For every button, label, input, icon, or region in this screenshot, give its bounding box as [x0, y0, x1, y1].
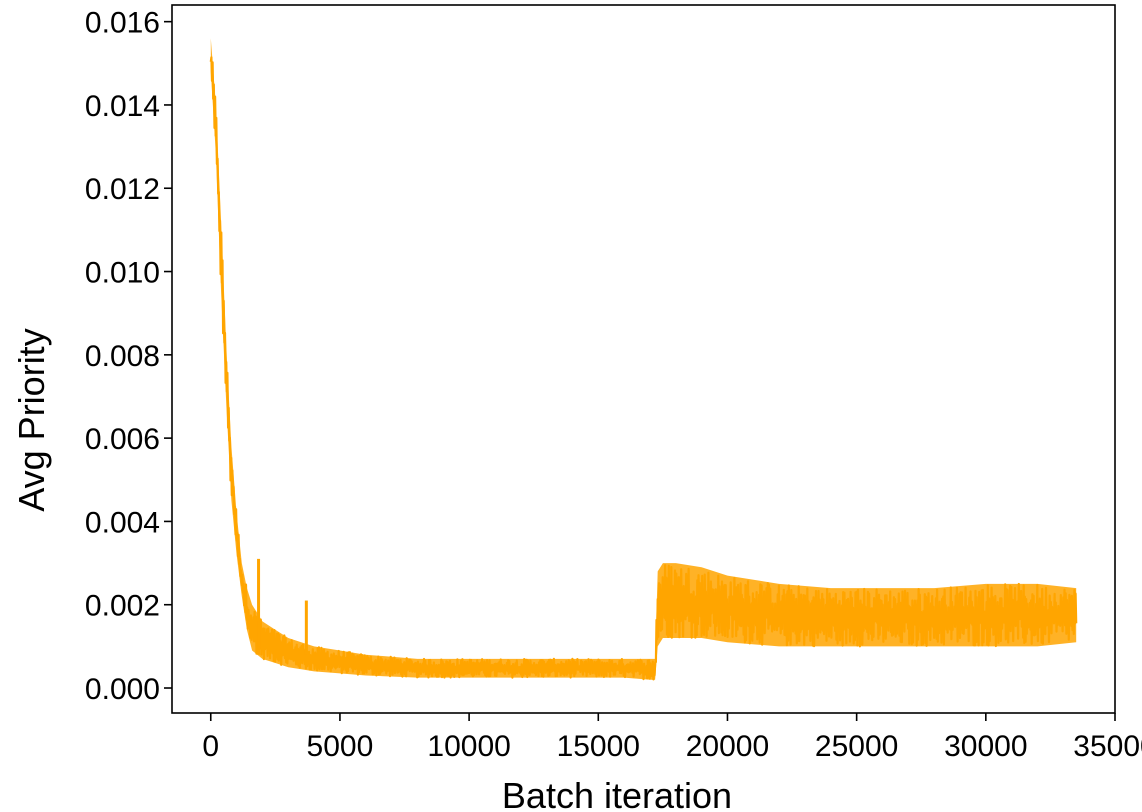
series-line	[209, 56, 1078, 681]
y-tick-label: 0.006	[85, 423, 160, 456]
y-tick-label: 0.000	[85, 673, 160, 706]
y-tick-label: 0.004	[85, 506, 160, 539]
x-tick-label: 30000	[944, 730, 1027, 763]
y-axis-label: Avg Priority	[11, 328, 52, 511]
x-axis-label: Batch iteration	[502, 775, 732, 812]
y-tick-label: 0.014	[85, 90, 160, 123]
x-tick-label: 0	[202, 730, 219, 763]
series-band	[210, 38, 1077, 680]
y-tick-label: 0.010	[85, 257, 160, 290]
y-tick-label: 0.002	[85, 590, 160, 623]
y-tick-label: 0.012	[85, 173, 160, 206]
x-tick-label: 20000	[686, 730, 769, 763]
plot-frame	[171, 4, 1116, 714]
x-tick-label: 5000	[307, 730, 374, 763]
x-tick-label: 10000	[427, 730, 510, 763]
plot-area	[171, 4, 1116, 714]
y-tick-label: 0.016	[85, 7, 160, 40]
x-tick-label: 15000	[557, 730, 640, 763]
y-tick-label: 0.008	[85, 340, 160, 373]
x-tick-label: 25000	[815, 730, 898, 763]
y-axis: 0.000 0.002 0.004 0.006 0.008 0.010 0.012 0.014…	[85, 7, 172, 706]
series-layer	[209, 38, 1078, 681]
